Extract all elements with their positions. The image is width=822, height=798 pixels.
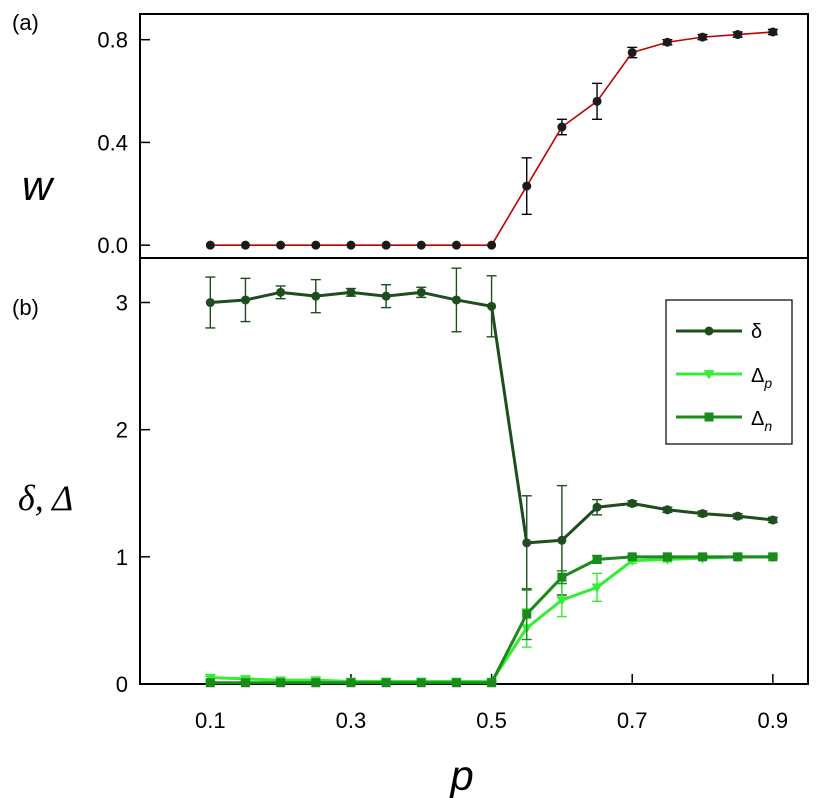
- data-point: [592, 502, 602, 512]
- data-point: [627, 48, 637, 58]
- data-point: [416, 287, 426, 297]
- data-point: [522, 609, 532, 619]
- panel-b-ytick-label: 1: [116, 545, 128, 570]
- series-b-0: [205, 267, 778, 596]
- data-point: [311, 291, 321, 301]
- data-point: [557, 572, 567, 582]
- data-point: [451, 295, 461, 305]
- panel-b-xtick-label: 0.3: [336, 708, 367, 733]
- data-point: [276, 240, 286, 250]
- data-point: [698, 32, 708, 42]
- data-point: [381, 291, 391, 301]
- legend-label-delta-n-main: Δ: [751, 408, 764, 430]
- panel-b-xtick-label: 0.9: [758, 708, 789, 733]
- data-point: [346, 678, 356, 688]
- data-point: [416, 678, 426, 688]
- data-point: [698, 552, 708, 562]
- data-point: [240, 678, 250, 688]
- x-axis-label: p: [448, 752, 473, 798]
- data-point: [416, 240, 426, 250]
- data-point: [698, 509, 708, 519]
- data-point: [662, 505, 672, 515]
- data-point: [240, 240, 250, 250]
- data-point: [381, 678, 391, 688]
- legend-label-delta-p-main: Δ: [751, 365, 764, 387]
- legend-marker-0: [704, 326, 714, 336]
- series-b-1: [204, 552, 779, 687]
- panel-b-ytick-label: 2: [116, 418, 128, 443]
- data-point: [276, 287, 286, 297]
- data-point: [662, 552, 672, 562]
- data-point: [451, 240, 461, 250]
- panel-a-ylabel: w: [22, 162, 55, 209]
- legend-label-delta-p: Δp: [751, 365, 772, 391]
- panel-a-ytick-label: 0.0: [97, 233, 128, 258]
- legend-box: [665, 299, 793, 445]
- data-point: [733, 511, 743, 521]
- series-line: [210, 555, 773, 685]
- series-line: [210, 555, 773, 683]
- data-point: [557, 122, 567, 132]
- legend-label-delta-p-sub: p: [763, 375, 772, 391]
- data-point: [487, 240, 497, 250]
- panel-a-plot: 0.0 0.4 0.8: [97, 27, 778, 258]
- data-point: [381, 240, 391, 250]
- panel-b-label: (b): [12, 295, 39, 320]
- data-point: [346, 287, 356, 297]
- data-point: [768, 552, 778, 562]
- data-point: [205, 678, 215, 688]
- legend: δ Δp Δn: [665, 299, 793, 445]
- data-point: [591, 583, 603, 593]
- panel-a-ytick-label: 0.8: [97, 28, 128, 53]
- data-point: [557, 535, 567, 545]
- panel-b-plot: 0 1 2 3 0.1 0.3 0.5 0.7 0.9: [116, 267, 789, 733]
- data-point: [240, 295, 250, 305]
- data-point: [556, 596, 568, 606]
- data-point: [205, 240, 215, 250]
- data-point: [627, 498, 637, 508]
- legend-label-delta-n: Δn: [751, 408, 772, 434]
- panel-b-xtick-label: 0.1: [195, 708, 226, 733]
- legend-marker-2: [704, 412, 714, 422]
- data-point: [768, 515, 778, 525]
- series-line: [210, 31, 773, 246]
- data-point: [592, 554, 602, 564]
- data-point: [627, 552, 637, 562]
- series-b-2: [205, 552, 778, 688]
- data-point: [592, 96, 602, 106]
- series-a-0: [205, 27, 778, 250]
- data-point: [451, 678, 461, 688]
- panel-a-label: (a): [12, 10, 39, 35]
- data-point: [662, 37, 672, 47]
- data-point: [276, 678, 286, 688]
- data-point: [733, 30, 743, 40]
- data-point: [487, 678, 497, 688]
- panel-b-ytick-label: 0: [116, 672, 128, 697]
- panel-a-frame: [139, 13, 809, 259]
- data-point: [346, 240, 356, 250]
- data-point: [311, 678, 321, 688]
- panel-b-ylabel: δ, Δ: [18, 478, 73, 518]
- panel-b-xtick-label: 0.7: [617, 708, 648, 733]
- panel-b-xtick-label: 0.5: [476, 708, 507, 733]
- legend-marker-1: [703, 370, 715, 380]
- data-point: [522, 181, 532, 191]
- data-point: [311, 240, 321, 250]
- data-point: [487, 301, 497, 311]
- legend-label-delta-n-sub: n: [764, 418, 772, 434]
- data-point: [522, 538, 532, 548]
- data-point: [205, 298, 215, 308]
- panel-b-ytick-label: 3: [116, 291, 128, 316]
- legend-label-delta: δ: [751, 321, 762, 343]
- data-point: [733, 552, 743, 562]
- panel-a-ytick-label: 0.4: [97, 130, 128, 155]
- data-point: [768, 27, 778, 37]
